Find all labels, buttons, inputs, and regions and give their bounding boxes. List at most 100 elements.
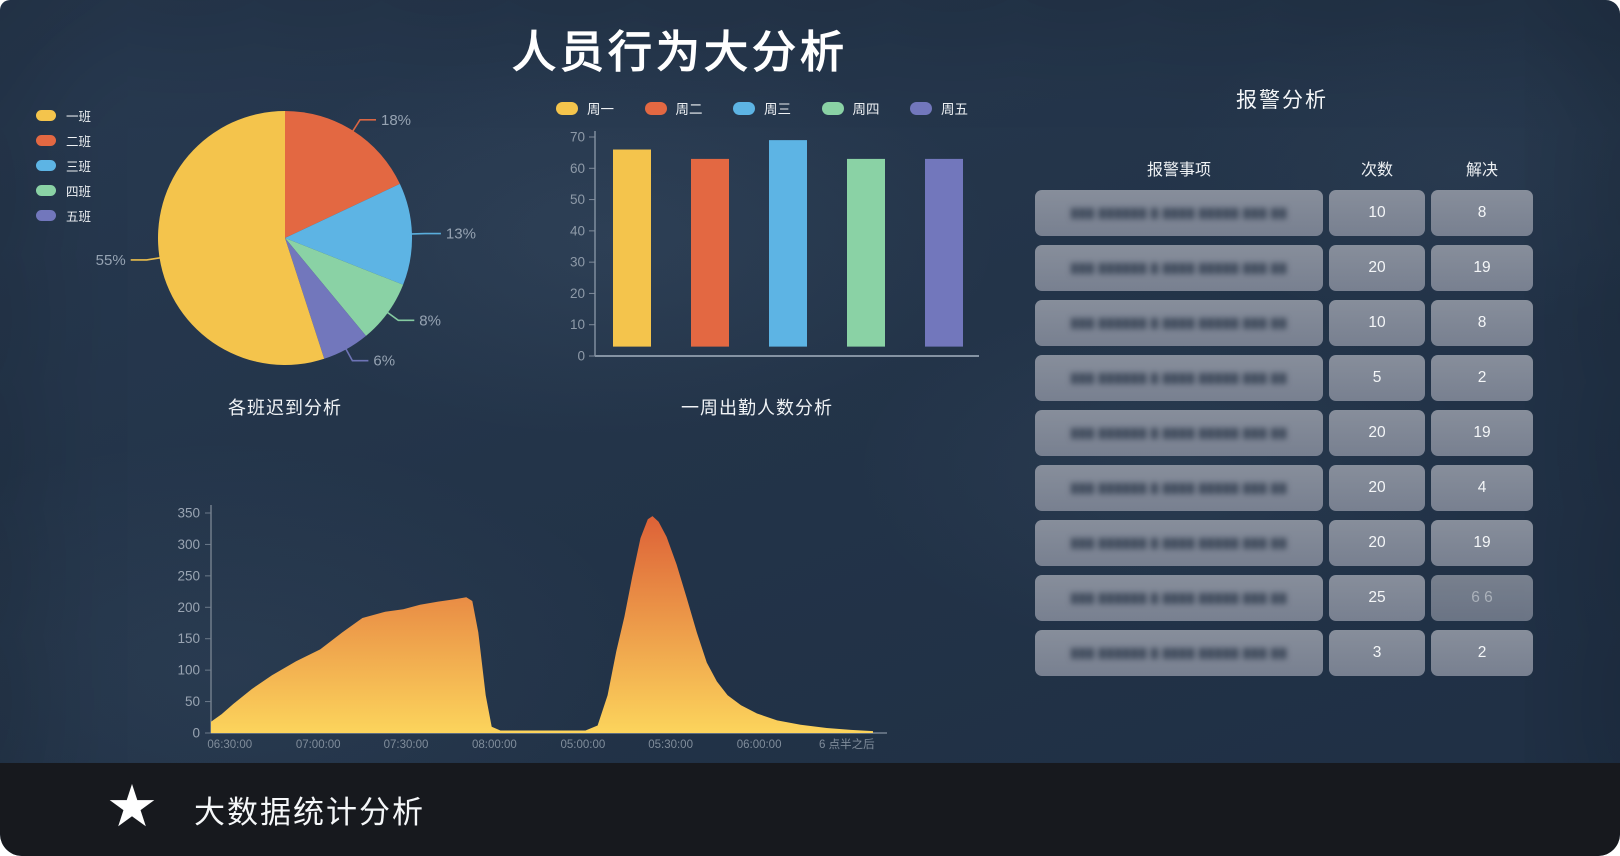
alarm-count-cell: 20 xyxy=(1329,520,1425,566)
alarm-row: ███ ██████ █ ████ █████ ███ ██ 20 19 xyxy=(1035,520,1533,566)
y-axis-label: 30 xyxy=(570,255,585,270)
alarm-count-cell: 10 xyxy=(1329,190,1425,236)
y-axis-label: 200 xyxy=(177,600,200,615)
y-axis-label: 70 xyxy=(570,130,585,145)
alarm-count-cell: 20 xyxy=(1329,245,1425,291)
area-chart: 0 50 100 150 200 250 300 350 06:30:00 07:00:00 07:… xyxy=(177,505,887,751)
redacted-text: ███ ██████ █ ████ █████ ███ ██ xyxy=(1070,647,1288,659)
y-axis-label: 100 xyxy=(177,663,200,678)
legend-swatch xyxy=(36,110,56,121)
y-axis-label: 250 xyxy=(177,568,200,583)
y-axis-label: 40 xyxy=(570,223,585,238)
page-title: 人员行为大分析 xyxy=(512,28,848,77)
redacted-text: ███ ██████ █ ████ █████ ███ ██ xyxy=(1070,372,1288,384)
y-axis-label: 350 xyxy=(177,506,200,521)
alarm-solved-cell: 19 xyxy=(1431,520,1533,566)
pie-percent-label: 55% xyxy=(96,252,126,269)
alarm-panel-title: 报警分析 xyxy=(1236,89,1328,112)
legend-swatch xyxy=(733,101,755,115)
bar-legend-item[interactable]: 周三 xyxy=(733,98,791,118)
alarm-row: ███ ██████ █ ████ █████ ███ ██ 20 19 xyxy=(1035,245,1533,291)
bar-legend: 周一 周二 周三 周四 周五 xyxy=(556,98,968,118)
legend-swatch xyxy=(910,101,932,115)
alarm-header-solved: 解决 xyxy=(1465,162,1498,179)
alarm-solved-cell: 4 xyxy=(1431,465,1533,511)
legend-label: 四班 xyxy=(66,185,92,199)
alarm-row: ███ ██████ █ ████ █████ ███ ██ 10 8 xyxy=(1035,300,1533,346)
bar-周一 xyxy=(613,149,651,347)
alarm-item-cell: ███ ██████ █ ████ █████ ███ ██ xyxy=(1035,465,1323,511)
alarm-solved-cell: 2 xyxy=(1431,630,1533,676)
x-axis-label: 07:30:00 xyxy=(384,739,429,751)
alarm-item-cell: ███ ██████ █ ████ █████ ███ ██ xyxy=(1035,355,1323,401)
alarm-header-count: 次数 xyxy=(1360,162,1393,179)
alarm-count-cell: 3 xyxy=(1329,630,1425,676)
legend-label: 周五 xyxy=(941,102,968,117)
pie-legend-item[interactable]: 二班 xyxy=(36,131,91,150)
alarm-header-item: 报警事项 xyxy=(1146,162,1211,179)
bar-legend-item[interactable]: 周一 xyxy=(556,98,614,118)
y-axis-label: 50 xyxy=(570,192,585,207)
alarm-solved-cell: 19 xyxy=(1431,410,1533,456)
pie-chart-caption: 各班迟到分析 xyxy=(228,398,342,418)
legend-swatch xyxy=(36,210,56,221)
x-axis-label: 08:00:00 xyxy=(472,739,517,751)
redacted-text: ███ ██████ █ ████ █████ ███ ██ xyxy=(1070,207,1288,219)
star-icon: ★ xyxy=(106,773,158,839)
alarm-item-cell: ███ ██████ █ ████ █████ ███ ██ xyxy=(1035,520,1323,566)
alarm-count-cell: 20 xyxy=(1329,410,1425,456)
y-axis-label: 0 xyxy=(577,349,585,364)
pie-legend-item[interactable]: 五班 xyxy=(36,206,91,225)
legend-swatch xyxy=(36,135,56,146)
y-axis-label: 20 xyxy=(570,286,585,301)
x-axis-label: 06:30:00 xyxy=(207,739,252,751)
x-axis-label: 07:00:00 xyxy=(296,739,341,751)
legend-swatch xyxy=(36,160,56,171)
legend-swatch xyxy=(821,101,844,115)
y-axis-label: 300 xyxy=(177,537,200,552)
y-axis-label: 10 xyxy=(570,317,585,332)
legend-label: 一班 xyxy=(66,110,92,124)
legend-label: 五班 xyxy=(66,210,92,224)
pie-label-line xyxy=(408,232,441,235)
x-axis-label: 05:00:00 xyxy=(561,739,606,751)
bar-legend-item[interactable]: 周二 xyxy=(644,98,703,118)
pie-percent-label: 8% xyxy=(419,312,441,329)
redacted-text: ███ ██████ █ ████ █████ ███ ██ xyxy=(1070,537,1288,549)
pie-percent-label: 6% xyxy=(373,353,395,370)
alarm-row: ███ ██████ █ ████ █████ ███ ██ 20 4 xyxy=(1035,465,1533,511)
alarm-row: ███ ██████ █ ████ █████ ███ ██ 3 2 xyxy=(1035,630,1533,676)
alarm-table: ███ ██████ █ ████ █████ ███ ██ 10 8 ███ ███… xyxy=(1035,190,1533,685)
redacted-text: ███ ██████ █ ████ █████ ███ ██ xyxy=(1070,262,1288,274)
legend-label: 二班 xyxy=(66,135,92,149)
alarm-row: ███ ██████ █ ████ █████ ███ ██ 10 8 xyxy=(1035,190,1533,236)
redacted-text: ███ ██████ █ ████ █████ ███ ██ xyxy=(1070,427,1288,439)
x-axis-label: 6 点半之后 xyxy=(819,737,875,751)
alarm-count-cell: 25 xyxy=(1329,575,1425,621)
legend-label: 三班 xyxy=(66,160,92,174)
redacted-text: ███ ██████ █ ████ █████ ███ ██ xyxy=(1070,317,1288,329)
x-axis-label: 05:30:00 xyxy=(648,739,693,751)
redacted-text: ███ ██████ █ ████ █████ ███ ██ xyxy=(1070,482,1288,494)
pie-label-line xyxy=(384,310,415,322)
area-series xyxy=(211,516,873,733)
y-axis-label: 0 xyxy=(192,726,200,741)
alarm-item-cell: ███ ██████ █ ████ █████ ███ ██ xyxy=(1035,300,1323,346)
bar-legend-item[interactable]: 周五 xyxy=(910,98,968,118)
x-axis-label: 06:00:00 xyxy=(737,739,782,751)
pie-legend-item[interactable]: 三班 xyxy=(36,156,91,175)
alarm-solved-cell: 6 6 xyxy=(1431,575,1533,621)
pie-legend-item[interactable]: 一班 xyxy=(36,106,91,125)
alarm-panel: 报警分析 报警事项 次数 解决 ███ ██████ █ ████ █████ … xyxy=(1035,84,1533,676)
alarm-count-cell: 5 xyxy=(1329,355,1425,401)
alarm-item-cell: ███ ██████ █ ████ █████ ███ ██ xyxy=(1035,575,1323,621)
pie-slice-1 xyxy=(285,183,413,285)
footer-bar: ★ 大数据统计分析 xyxy=(0,763,1620,856)
bar-周三 xyxy=(769,140,807,347)
pie-legend-item[interactable]: 四班 xyxy=(36,181,91,200)
pie-label-line xyxy=(350,118,376,134)
pie-slice-0 xyxy=(285,111,400,238)
bar-legend-item[interactable]: 周四 xyxy=(821,98,880,118)
alarm-item-cell: ███ ██████ █ ████ █████ ███ ██ xyxy=(1035,245,1323,291)
